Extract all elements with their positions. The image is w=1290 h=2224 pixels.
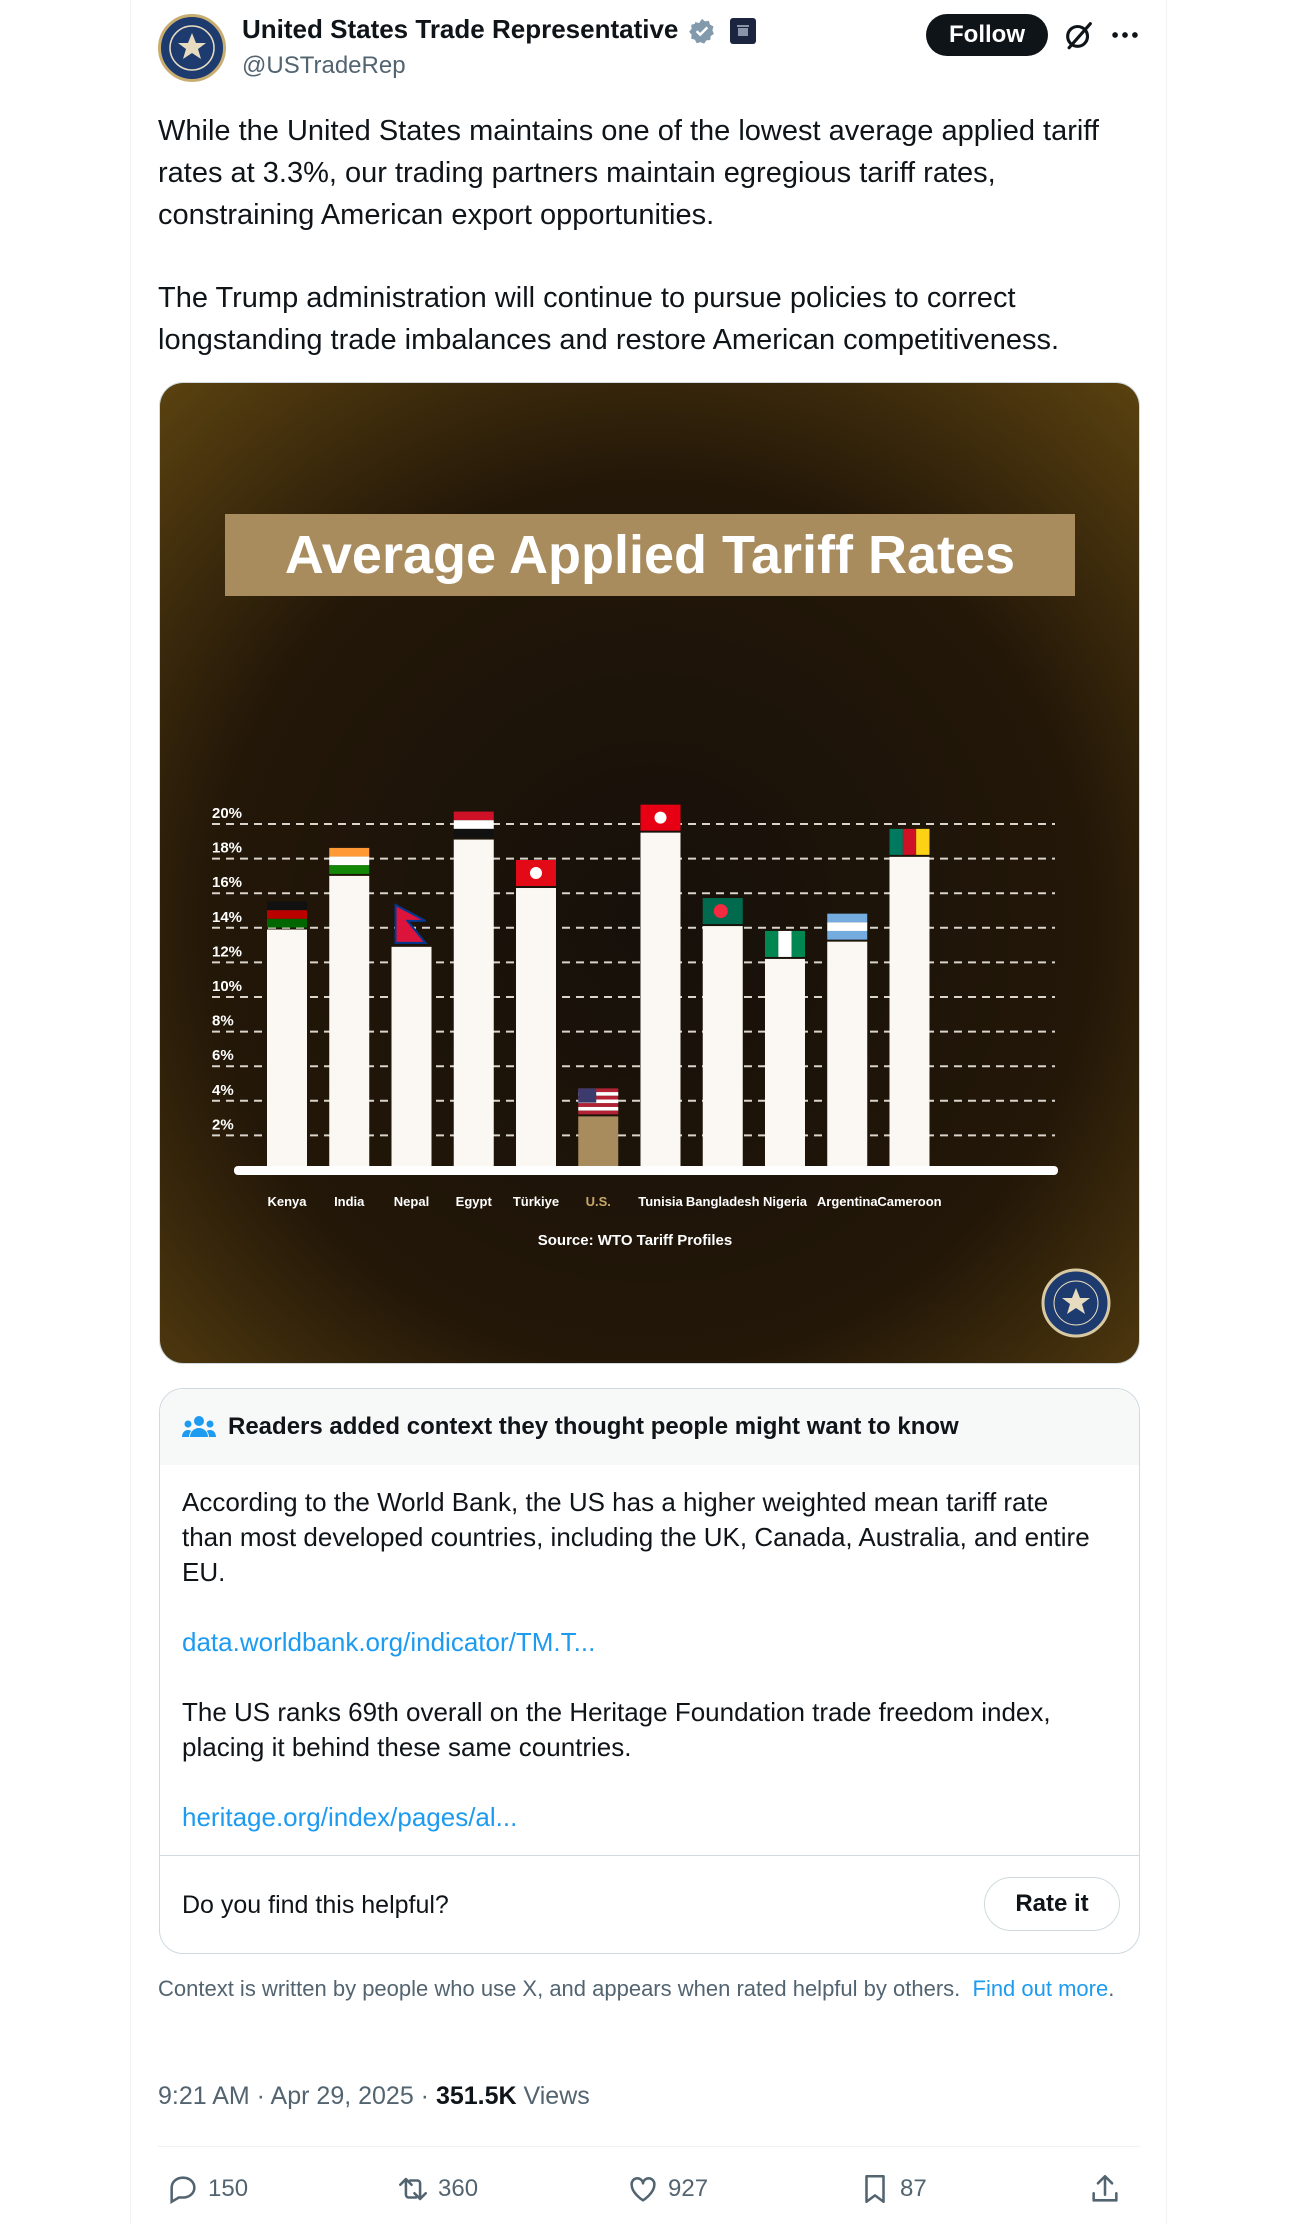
flag-nepal xyxy=(394,903,428,944)
y-tick-label: 4% xyxy=(212,1082,234,1099)
bookmark-button[interactable]: 87 xyxy=(858,2164,927,2214)
tariff-chart: Average Applied Tariff Rates 2% 4% 6% 8% 10%… xyxy=(160,383,1139,1363)
like-icon xyxy=(630,2177,656,2202)
flag-tunisia xyxy=(640,804,681,831)
bar-bangladesh xyxy=(702,926,743,1170)
x-category-label: Cameroon xyxy=(877,1194,941,1209)
note-divider xyxy=(160,1855,1139,1856)
x-category-label: Türkiye xyxy=(513,1194,559,1209)
flag-cameroon xyxy=(889,828,930,855)
x-category-label: Tunisia xyxy=(638,1194,683,1209)
like-button[interactable]: 927 xyxy=(626,2164,708,2214)
y-tick-label: 6% xyxy=(212,1047,234,1064)
bar-nepal xyxy=(391,946,432,1170)
flag-bangladesh xyxy=(702,898,743,925)
x-category-label: Kenya xyxy=(267,1194,307,1209)
note-paragraph-1: According to the World Bank, the US has … xyxy=(182,1487,1090,1587)
context-explanation: Context is written by people who use X, … xyxy=(158,1976,961,2001)
bar-india xyxy=(329,875,370,1170)
repost-count: 360 xyxy=(438,2175,479,2202)
bookmark-icon xyxy=(865,2174,885,2204)
bar-us xyxy=(578,1116,619,1170)
repost-icon xyxy=(398,2177,428,2201)
y-tick-label: 16% xyxy=(212,874,242,891)
post-meta: 9:21 AM · Apr 29, 2025 · 351.5K Views xyxy=(158,2082,590,2111)
flag-trkiye xyxy=(515,860,556,887)
y-tick-label: 10% xyxy=(212,978,242,995)
x-category-label: Argentina xyxy=(817,1194,878,1209)
note-link-worldbank[interactable]: data.worldbank.org/indicator/TM.T... xyxy=(182,1627,596,1657)
avatar[interactable] xyxy=(158,14,226,82)
post-text: While the United States maintains one of… xyxy=(158,110,1118,361)
y-tick-label: 20% xyxy=(212,805,242,822)
x-category-label: India xyxy=(334,1194,365,1209)
y-tick-label: 18% xyxy=(212,840,242,857)
x-category-label: Nepal xyxy=(394,1194,429,1209)
community-note: Readers added context they thought peopl… xyxy=(159,1388,1140,1954)
y-tick-label: 8% xyxy=(212,1013,234,1030)
like-count: 927 xyxy=(668,2175,709,2202)
post-paragraph-1: While the United States maintains one of… xyxy=(158,115,1099,231)
chart-title: Average Applied Tariff Rates xyxy=(285,525,1015,585)
chart-source: Source: WTO Tariff Profiles xyxy=(538,1232,732,1249)
author-name[interactable]: United States Trade Representative xyxy=(242,14,679,44)
note-paragraph-2: The US ranks 69th overall on the Heritag… xyxy=(182,1697,1051,1762)
share-icon xyxy=(1092,2174,1118,2202)
timeline-border-right xyxy=(1166,0,1167,2224)
author-handle[interactable]: @USTradeRep xyxy=(242,52,406,79)
bar-argentina xyxy=(827,941,868,1170)
reply-count: 150 xyxy=(208,2175,249,2202)
find-out-more-link[interactable]: Find out more xyxy=(972,1976,1109,2001)
reply-icon xyxy=(170,2176,196,2205)
bar-kenya xyxy=(267,929,307,1170)
ustr-seal xyxy=(1041,1268,1111,1338)
flag-india xyxy=(329,847,370,874)
note-context-text: Context is written by people who use X, … xyxy=(158,1976,1115,2001)
community-notes-icon xyxy=(182,1416,216,1437)
flag-kenya xyxy=(267,901,307,928)
flag-egypt xyxy=(453,811,494,838)
flag-nigeria xyxy=(764,930,805,957)
y-tick-label: 14% xyxy=(212,909,242,926)
views-count: 351.5K xyxy=(435,2082,517,2110)
x-category-label: Bangladesh xyxy=(686,1194,760,1209)
community-note-header: Readers added context they thought peopl… xyxy=(160,1389,1139,1465)
post-paragraph-2: The Trump administration will continue t… xyxy=(158,282,1060,356)
flag-us xyxy=(578,1088,619,1115)
helpful-question: Do you find this helpful? xyxy=(182,1891,449,1919)
x-category-label: Nigeria xyxy=(763,1194,808,1209)
y-tick-label: 2% xyxy=(212,1116,234,1133)
more-icon[interactable] xyxy=(1108,18,1142,52)
flag-argentina xyxy=(827,913,868,940)
post-image[interactable]: Average Applied Tariff Rates 2% 4% 6% 8% 10%… xyxy=(159,382,1140,1364)
reply-button[interactable]: 150 xyxy=(166,2164,248,2214)
timeline-border-left xyxy=(130,0,131,2224)
y-tick-label: 12% xyxy=(212,943,242,960)
rate-it-button[interactable]: Rate it xyxy=(984,1877,1120,1931)
x-category-label: U.S. xyxy=(586,1194,611,1209)
post-timestamp[interactable]: 9:21 AM · Apr 29, 2025 · xyxy=(158,2082,436,2110)
follow-button[interactable]: Follow xyxy=(926,14,1048,56)
grok-icon[interactable] xyxy=(1062,18,1096,52)
community-note-title: Readers added context they thought peopl… xyxy=(228,1413,959,1440)
bar-egypt xyxy=(453,839,494,1170)
repost-button[interactable]: 360 xyxy=(396,2164,478,2214)
views-label: Views xyxy=(516,2082,590,2110)
x-category-label: Egypt xyxy=(456,1194,493,1209)
note-link-heritage[interactable]: heritage.org/index/pages/al... xyxy=(182,1802,518,1832)
community-note-body: According to the World Bank, the US has … xyxy=(182,1485,1102,1835)
share-button[interactable] xyxy=(1088,2164,1122,2214)
bar-tunisia xyxy=(640,832,681,1170)
bar-nigeria xyxy=(764,958,805,1170)
meta-divider xyxy=(158,2146,1140,2147)
bar-trkiye xyxy=(515,888,556,1170)
chart-title-box xyxy=(225,514,1075,596)
government-badge-icon[interactable] xyxy=(730,18,756,44)
verified-badge-icon[interactable] xyxy=(687,17,717,47)
chart-baseline xyxy=(234,1166,1058,1175)
action-bar: 150 360 927 87 xyxy=(158,2164,1140,2214)
bookmark-count: 87 xyxy=(900,2175,927,2202)
bar-cameroon xyxy=(889,856,930,1170)
